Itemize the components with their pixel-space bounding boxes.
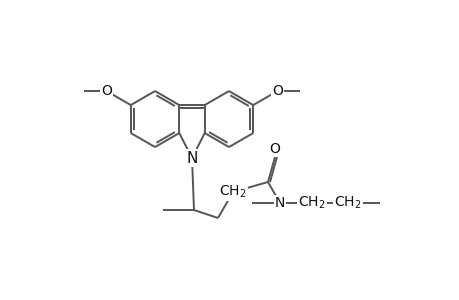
Text: N: N	[186, 151, 197, 166]
Text: CH$_2$: CH$_2$	[219, 184, 246, 200]
Text: O: O	[271, 84, 282, 98]
Text: N: N	[274, 196, 285, 210]
Text: CH$_2$: CH$_2$	[334, 195, 361, 211]
Text: O: O	[269, 142, 280, 156]
Text: CH$_2$: CH$_2$	[297, 195, 325, 211]
Text: O: O	[101, 84, 112, 98]
